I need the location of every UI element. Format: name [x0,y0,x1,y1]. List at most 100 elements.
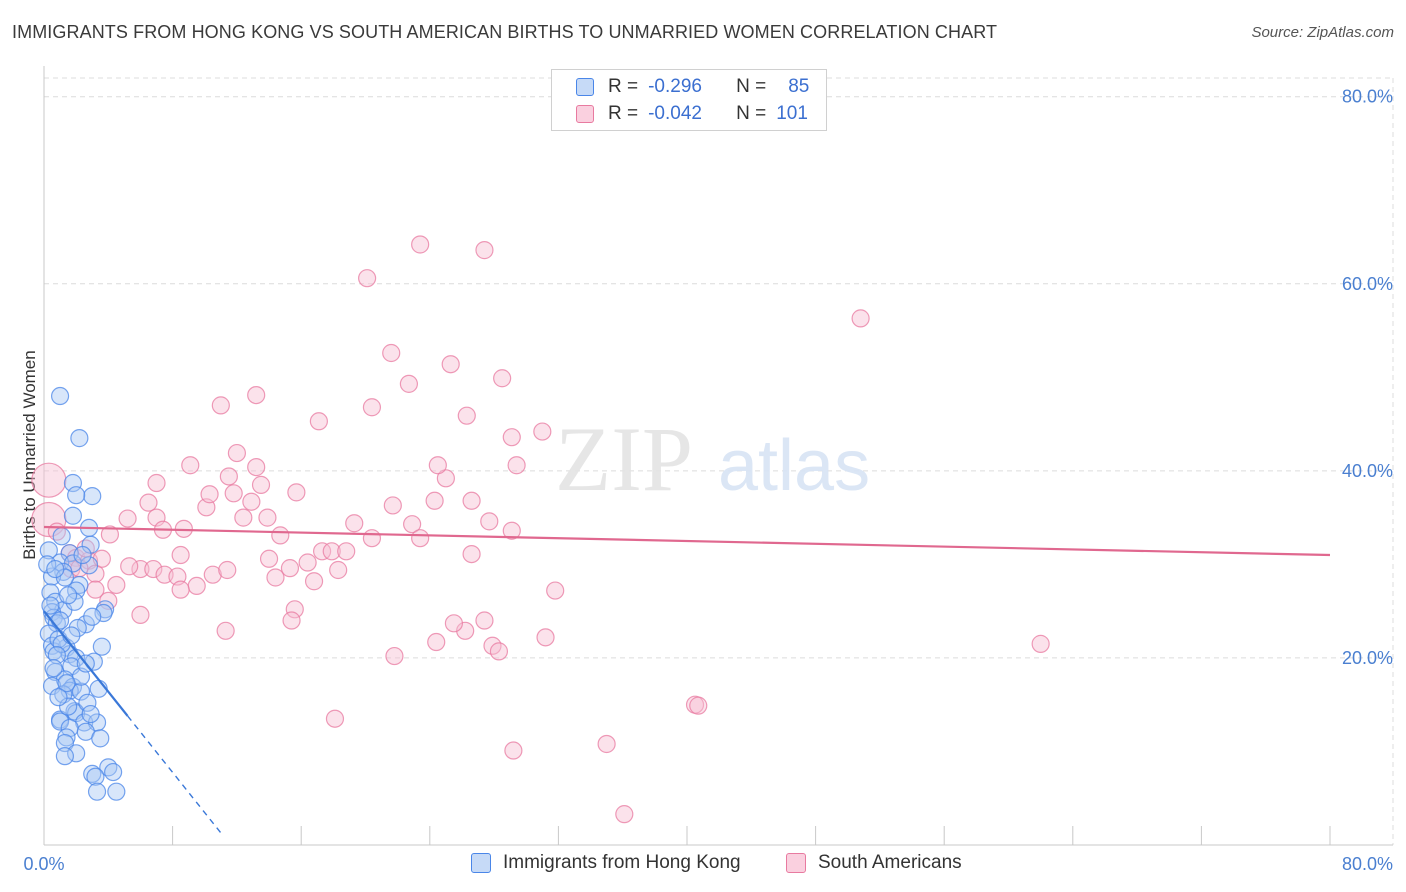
data-point [50,611,70,630]
data-point [50,386,70,406]
data-point [73,545,92,565]
data-point [46,559,65,579]
data-point [118,509,137,528]
legend-n-label: N = [736,76,767,97]
legend-r-value: -0.296 [648,76,702,97]
data-point [425,491,444,510]
legend-n-value: 85 [788,76,810,97]
data-point [462,545,481,564]
data-point [31,462,67,498]
data-point [107,782,126,801]
data-point [312,542,332,561]
data-point [49,688,68,707]
data-point [83,607,102,626]
data-point [83,487,102,506]
trend-line-hong-kong [43,610,129,717]
data-point [462,491,481,510]
data-point [92,637,111,656]
series-legend: Immigrants from Hong Kong South American… [0,852,1406,876]
trend-line-hong-kong-extension [127,715,222,834]
data-point [131,559,150,579]
data-point [345,514,364,533]
data-point [203,565,222,584]
data-point [287,483,306,502]
data-point [298,553,317,572]
data-point [502,521,521,540]
chart-title: IMMIGRANTS FROM HONG KONG VS SOUTH AMERI… [12,22,998,42]
y-tick-label: 60.0% [1342,274,1393,294]
data-point [504,741,523,760]
data-point [59,697,78,716]
data-point [211,396,230,415]
data-point [489,642,509,661]
data-point [91,729,110,748]
data-point [63,506,83,525]
legend-swatch-pink [576,105,594,123]
data-point [428,456,447,475]
data-point [546,581,565,600]
data-point [309,412,328,431]
data-point [851,309,870,328]
data-point [62,626,81,645]
data-point [234,508,253,527]
data-point [94,603,113,623]
source-credit: Source: ZipAtlas.com [1251,24,1394,41]
data-point [219,467,238,486]
legend-swatch-blue [576,78,594,96]
data-point [70,429,89,448]
data-point [457,406,476,425]
data-point [427,632,446,652]
data-point [144,559,163,579]
data-point [502,428,521,447]
data-point [57,674,76,693]
data-point [403,515,422,534]
data-point [87,782,107,801]
data-point [83,764,102,784]
data-point [86,767,105,786]
data-point [67,648,86,668]
data-point [242,492,261,511]
data-point [304,572,324,591]
data-point [258,508,277,527]
y-axis-title: Births to Unmarried Women [20,350,39,559]
legend-row-south-americans: R = -0.042 N = 101 [576,101,808,127]
legend-swatch-pink [786,853,806,873]
legend-item-south-americans[interactable]: South Americans [786,852,962,874]
data-point [218,560,237,580]
tick-labels: 20.0% 40.0% 60.0% 80.0% 0.0% 80.0% [23,87,1393,874]
data-point [44,659,63,678]
data-point [59,586,78,605]
data-point [139,493,158,512]
y-tick-label: 80.0% [1342,87,1393,107]
data-point [251,475,271,494]
legend-n-label: N = [736,103,767,124]
series-south-americans [31,235,1050,824]
data-point [475,241,494,260]
data-point [147,473,166,493]
data-point [104,762,123,782]
data-point [65,592,84,611]
x-tick-label: 0.0% [23,854,64,874]
data-point [100,525,120,544]
data-point [70,575,89,595]
y-tick-label: 40.0% [1342,461,1393,481]
data-point [216,621,235,640]
data-point [68,618,87,638]
legend-label: Immigrants from Hong Kong [503,852,741,873]
data-point [475,611,494,630]
data-point [71,682,91,701]
data-point [382,343,401,363]
legend-label: South Americans [818,852,962,873]
legend-swatch-blue [471,853,491,873]
data-point [493,369,512,388]
data-point [171,545,190,565]
grid-lines [44,77,1394,845]
data-point [107,575,126,595]
data-point [79,556,99,575]
legend-r-label: R = [608,76,639,97]
legend-item-hong-kong[interactable]: Immigrants from Hong Kong [471,852,741,874]
data-point [266,568,285,587]
y-tick-label: 20.0% [1342,648,1393,668]
trend-lines [43,525,1331,834]
